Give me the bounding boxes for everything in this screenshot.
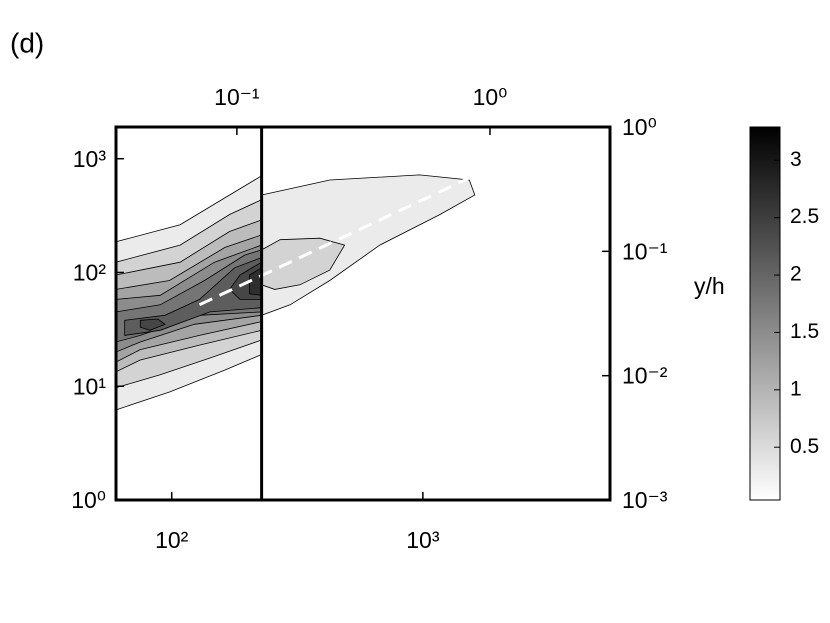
y-tick-label: 10² xyxy=(73,260,107,286)
y2-axis-label: y/h xyxy=(694,273,725,299)
y2-tick-label: 10⁻³ xyxy=(622,487,668,513)
x-tick-label: 10² xyxy=(155,527,189,553)
y2-tick-label: 10⁻² xyxy=(622,363,668,389)
colorbar-tick-label: 2.5 xyxy=(790,205,819,228)
y-tick-label: 10¹ xyxy=(73,373,107,399)
colorbar-tick-label: 2 xyxy=(790,263,802,286)
y-tick-label: 10⁰ xyxy=(71,487,106,513)
ridge-line xyxy=(198,176,470,307)
x2-tick-label: 10⁻¹ xyxy=(214,84,260,110)
plot-area xyxy=(116,174,476,411)
x-tick-label: 10³ xyxy=(406,527,440,553)
y-tick-label: 10³ xyxy=(73,146,107,172)
colorbar-tick-label: 0.5 xyxy=(790,435,819,458)
panel-label: (d) xyxy=(10,27,44,58)
x2-tick-label: 10⁰ xyxy=(473,84,508,110)
y2-tick-label: 10⁻¹ xyxy=(622,238,668,264)
contour-region xyxy=(261,174,476,316)
contour-region xyxy=(261,237,346,290)
contour-region xyxy=(139,318,166,331)
colorbar-tick-label: 1 xyxy=(790,377,802,400)
plot-frame xyxy=(114,125,612,502)
colorbar-tick-label: 3 xyxy=(790,148,802,171)
colorbar xyxy=(749,126,781,501)
y2-tick-label: 10⁰ xyxy=(622,114,657,140)
colorbar-tick-label: 1.5 xyxy=(790,320,819,343)
